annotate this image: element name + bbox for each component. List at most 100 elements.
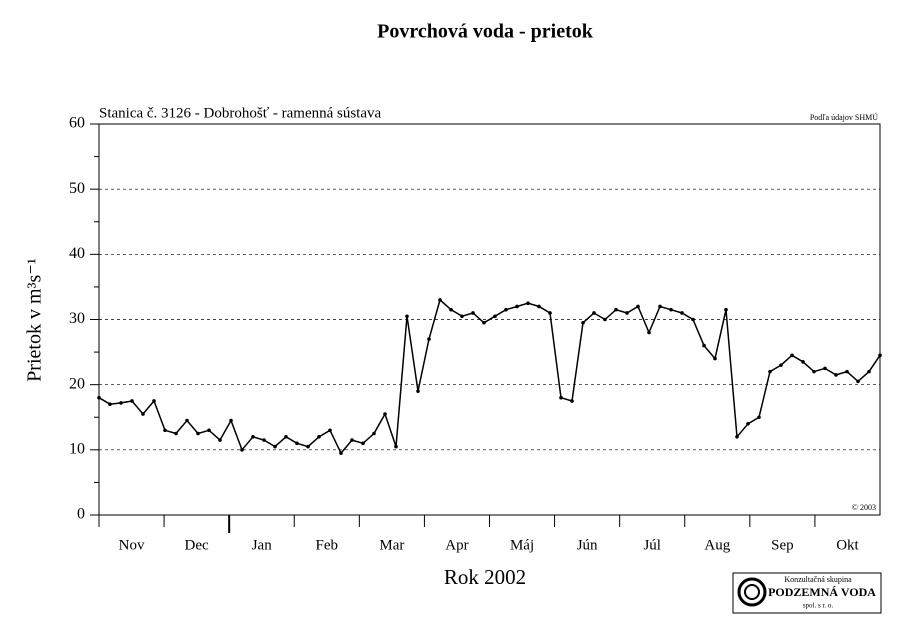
data-point bbox=[229, 418, 233, 423]
data-point bbox=[196, 431, 200, 436]
y-tick-label: 50 bbox=[69, 180, 85, 197]
data-point bbox=[163, 428, 167, 433]
data-point bbox=[97, 395, 101, 400]
data-point bbox=[306, 444, 310, 449]
data-point bbox=[625, 311, 629, 315]
copyright: © 2003 bbox=[852, 503, 876, 512]
data-point bbox=[504, 307, 508, 312]
y-axis-label: Prietok v m³s⁻¹ bbox=[24, 258, 46, 382]
data-point bbox=[185, 418, 189, 423]
data-point bbox=[801, 360, 805, 364]
data-point bbox=[449, 307, 453, 312]
data-point bbox=[152, 399, 156, 403]
chart-title: Povrchová voda - prietok bbox=[377, 21, 594, 43]
data-point bbox=[834, 373, 838, 377]
data-point bbox=[339, 451, 343, 455]
data-point bbox=[812, 369, 816, 374]
data-point bbox=[746, 421, 750, 426]
y-tick-label: 60 bbox=[69, 115, 85, 132]
data-point bbox=[537, 304, 541, 309]
x-tick-label: Apr bbox=[445, 537, 468, 553]
data-point bbox=[526, 301, 530, 306]
x-axis-label: Rok 2002 bbox=[444, 565, 526, 589]
data-point bbox=[108, 402, 112, 407]
data-point bbox=[878, 353, 882, 358]
data-point bbox=[658, 304, 662, 309]
data-point bbox=[757, 415, 761, 420]
data-point bbox=[768, 369, 772, 374]
data-point bbox=[317, 435, 321, 439]
y-tick-label: 40 bbox=[69, 245, 85, 262]
data-point bbox=[328, 428, 332, 433]
y-tick-label: 20 bbox=[69, 375, 85, 392]
data-point bbox=[394, 444, 398, 449]
data-point bbox=[779, 363, 783, 367]
x-tick-label: Mar bbox=[379, 537, 404, 553]
data-point bbox=[845, 369, 849, 374]
data-point bbox=[691, 317, 695, 322]
data-point bbox=[570, 399, 574, 403]
data-point bbox=[427, 337, 431, 341]
data-point bbox=[416, 389, 420, 393]
data-point bbox=[174, 431, 178, 436]
data-point bbox=[515, 304, 519, 309]
data-point bbox=[493, 314, 497, 319]
data-point bbox=[262, 438, 266, 442]
data-point bbox=[680, 311, 684, 315]
data-point bbox=[724, 307, 728, 312]
data-point bbox=[119, 401, 123, 405]
subtitle: Stanica č. 3126 - Dobrohošť - ramenná sú… bbox=[99, 105, 382, 121]
x-tick-label: Feb bbox=[316, 537, 339, 553]
data-point bbox=[735, 435, 739, 439]
data-point bbox=[438, 298, 442, 302]
data-point bbox=[372, 431, 376, 436]
data-point bbox=[603, 317, 607, 322]
data-point bbox=[856, 379, 860, 384]
data-point bbox=[460, 314, 464, 319]
data-point bbox=[702, 343, 706, 348]
logo-text: Konzultačná skupina bbox=[784, 575, 852, 584]
data-point bbox=[647, 330, 651, 335]
data-point bbox=[141, 412, 145, 416]
x-tick-label: Jún bbox=[577, 537, 598, 553]
logo: Konzultačná skupina PODZEMNÁ VODA spol. … bbox=[732, 572, 882, 614]
data-point bbox=[207, 428, 211, 433]
data-point bbox=[240, 448, 244, 452]
x-tick-label: Nov bbox=[119, 537, 145, 553]
data-point bbox=[636, 304, 640, 309]
y-tick-label: 10 bbox=[69, 441, 85, 458]
data-point bbox=[713, 356, 717, 361]
data-point bbox=[823, 366, 827, 371]
data-point bbox=[592, 311, 596, 315]
data-point bbox=[251, 435, 255, 439]
data-point bbox=[482, 320, 486, 325]
x-tick-label: Máj bbox=[510, 537, 534, 553]
data-point bbox=[790, 353, 794, 358]
source: Podľa údajov SHMÚ bbox=[810, 112, 878, 122]
data-point bbox=[383, 412, 387, 416]
x-tick-label: Sep bbox=[771, 537, 794, 553]
x-tick-label: Dec bbox=[185, 537, 209, 553]
y-tick-label: 30 bbox=[69, 310, 85, 327]
data-point bbox=[669, 307, 673, 312]
logo-text: spol. s r. o. bbox=[803, 602, 834, 610]
x-tick-label: Okt bbox=[836, 537, 859, 553]
data-point bbox=[361, 441, 365, 446]
data-line bbox=[98, 298, 881, 455]
x-tick-label: Aug bbox=[704, 537, 730, 553]
data-point bbox=[295, 441, 299, 446]
data-point bbox=[867, 369, 871, 374]
y-tick-label: 0 bbox=[77, 506, 85, 523]
x-tick-label: Jan bbox=[252, 537, 272, 553]
data-point bbox=[548, 311, 552, 315]
data-point bbox=[405, 314, 409, 319]
x-tick-label: Júl bbox=[643, 537, 661, 553]
data-point bbox=[559, 395, 563, 400]
logo-text: PODZEMNÁ VODA bbox=[768, 585, 876, 599]
logo-icon bbox=[744, 584, 760, 600]
logo-box bbox=[732, 572, 882, 614]
data-point bbox=[614, 307, 618, 312]
logo-icon bbox=[737, 577, 767, 607]
data-point bbox=[350, 438, 354, 442]
